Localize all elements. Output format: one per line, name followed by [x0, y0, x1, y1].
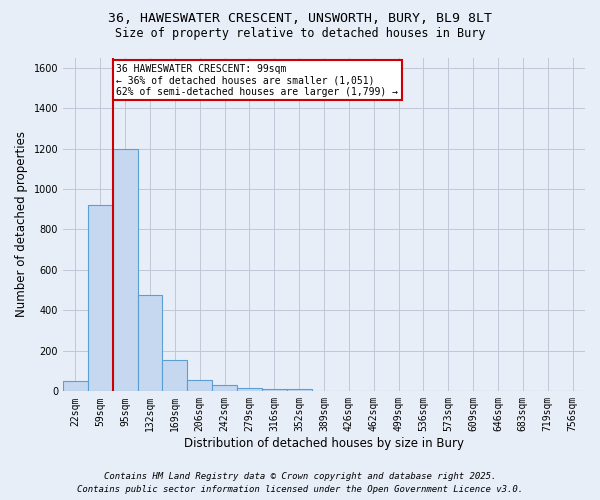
- Text: Size of property relative to detached houses in Bury: Size of property relative to detached ho…: [115, 28, 485, 40]
- Text: Contains public sector information licensed under the Open Government Licence v3: Contains public sector information licen…: [77, 484, 523, 494]
- Bar: [163, 360, 187, 392]
- Bar: [212, 386, 237, 392]
- Bar: [63, 381, 88, 392]
- Text: 36, HAWESWATER CRESCENT, UNSWORTH, BURY, BL9 8LT: 36, HAWESWATER CRESCENT, UNSWORTH, BURY,…: [108, 12, 492, 26]
- Text: Contains HM Land Registry data © Crown copyright and database right 2025.: Contains HM Land Registry data © Crown c…: [104, 472, 496, 481]
- X-axis label: Distribution of detached houses by size in Bury: Distribution of detached houses by size …: [184, 437, 464, 450]
- Bar: [287, 390, 311, 392]
- Bar: [88, 205, 113, 392]
- Bar: [137, 295, 163, 392]
- Bar: [237, 388, 262, 392]
- Bar: [187, 380, 212, 392]
- Y-axis label: Number of detached properties: Number of detached properties: [15, 132, 28, 318]
- Text: 36 HAWESWATER CRESCENT: 99sqm
← 36% of detached houses are smaller (1,051)
62% o: 36 HAWESWATER CRESCENT: 99sqm ← 36% of d…: [116, 64, 398, 97]
- Bar: [262, 389, 287, 392]
- Bar: [113, 148, 137, 392]
